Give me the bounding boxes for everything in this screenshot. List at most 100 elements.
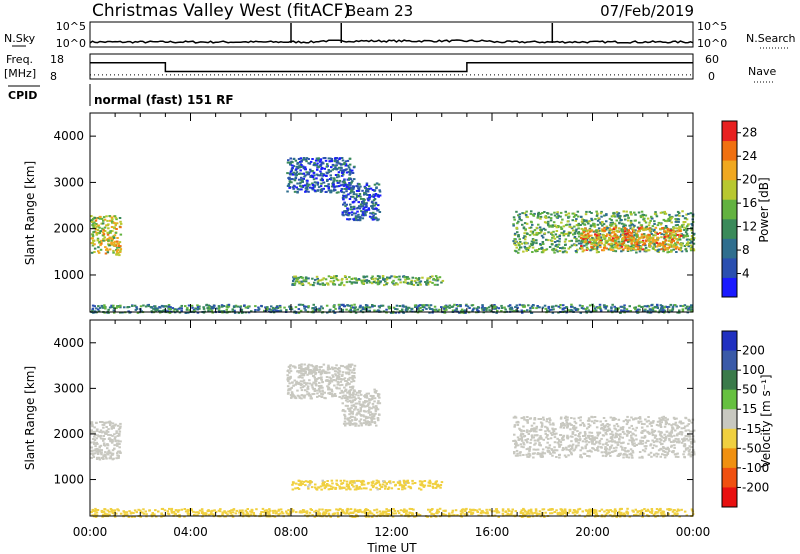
nsky-tick-bottom: 10^0 — [56, 37, 86, 50]
velocity-panel-cell — [377, 417, 380, 419]
power-panel-cell — [574, 232, 577, 234]
velocity-panel-cell — [374, 397, 377, 399]
power-panel-cell — [361, 190, 364, 192]
power-panel-cell — [586, 307, 589, 309]
power-panel-cell — [100, 230, 103, 232]
power-panel-cell — [514, 244, 517, 246]
power-panel-cell — [105, 215, 108, 217]
power-panel-cell — [536, 227, 539, 229]
power-panel-cell — [373, 281, 376, 283]
power-panel-cell — [525, 214, 528, 216]
power-panel-cell — [311, 158, 314, 160]
velocity-panel-cell — [117, 455, 120, 457]
power-panel-cell — [326, 305, 329, 307]
power-panel-cell — [346, 204, 349, 206]
power-panel-cell — [384, 281, 387, 283]
velocity-panel-cell — [572, 450, 575, 452]
power-panel-cell — [586, 230, 589, 232]
power-panel-cell — [319, 309, 322, 311]
power-panel-cell — [97, 305, 100, 307]
power-panel-cell — [332, 165, 335, 167]
power-panel-cell — [617, 241, 620, 243]
velocity-panel-cell — [103, 444, 106, 446]
power-panel-cell — [345, 213, 348, 215]
power-panel-cell — [656, 304, 659, 306]
power-panel-cell — [570, 306, 573, 308]
power-panel-cell — [618, 222, 621, 224]
power-panel-cell — [635, 306, 638, 308]
power-panel-cell — [627, 217, 630, 219]
power-panel-cell — [357, 219, 360, 221]
velocity-panel-cell — [323, 364, 326, 366]
velocity-panel-cell — [631, 433, 634, 435]
power-panel-cell — [590, 235, 593, 237]
velocity-panel-cell — [358, 486, 361, 488]
power-panel-cell — [323, 174, 326, 176]
power-panel-cell — [398, 276, 401, 278]
velocity-panel-cell — [371, 419, 374, 421]
power-panel-cell — [666, 237, 669, 239]
power-panel-cell — [321, 190, 324, 192]
power-panel-cell — [653, 244, 656, 246]
power-panel-cell — [568, 232, 571, 234]
velocity-panel-cell — [324, 487, 327, 489]
power-panel-cell — [645, 247, 648, 249]
power-panel-cell — [330, 177, 333, 179]
velocity-panel-cell — [100, 437, 103, 439]
velocity-panel-cell — [586, 428, 589, 430]
power-panel-cell — [352, 307, 355, 309]
power-panel-cell — [597, 217, 600, 219]
velocity-panel-cell — [635, 438, 638, 440]
power-panel-cell — [535, 240, 538, 242]
power-panel-cell — [334, 308, 337, 310]
power-panel-cell — [107, 309, 110, 311]
power-panel-cell — [344, 275, 347, 277]
velocity-panel-cell — [309, 383, 312, 385]
power-panel-cell — [627, 236, 630, 238]
power-panel-cell — [197, 306, 200, 308]
velocity-panel-cell — [350, 407, 353, 409]
power-panel-cell — [440, 306, 443, 308]
power-panel-cell — [535, 242, 538, 244]
power-panel-cell — [319, 161, 322, 163]
velocity-panel-cell — [320, 372, 323, 374]
power-panel-cell — [344, 169, 347, 171]
power-panel-cell — [363, 276, 366, 278]
velocity-panel-cell — [579, 419, 582, 421]
velocity-panel-cell — [549, 424, 552, 426]
velocity-panel-cell — [347, 408, 350, 410]
power-panel-cell — [523, 305, 526, 307]
power-panel-cell — [531, 241, 534, 243]
velocity-panel-cell — [312, 388, 315, 390]
velocity-panel-cell — [526, 416, 529, 418]
velocity-panel-cell — [353, 372, 356, 374]
nsky-line — [90, 40, 693, 43]
power-panel-cell — [342, 197, 345, 199]
velocity-panel-cell — [559, 454, 562, 456]
power-panel-cell — [206, 307, 209, 309]
velocity-panel-cell — [359, 398, 362, 400]
power-panel-cell — [353, 304, 356, 306]
power-panel-cell — [353, 212, 356, 214]
velocity-panel-cell — [566, 449, 569, 451]
power-panel-cell — [627, 247, 630, 249]
power-panel-cell — [589, 304, 592, 306]
velocity-panel-cell — [357, 409, 360, 411]
power-panel-cell — [352, 218, 355, 220]
power-panel-cell — [303, 173, 306, 175]
power-panel-cell — [313, 304, 316, 306]
velocity-panel-cell — [372, 403, 375, 405]
velocity-panel-cell — [562, 424, 565, 426]
power-panel-cell — [371, 207, 374, 209]
power-panel-cell — [679, 305, 682, 307]
power-panel-cell — [359, 305, 362, 307]
power-panel-cell — [580, 235, 583, 237]
power-panel-cell — [589, 231, 592, 233]
velocity-panel-cell — [357, 425, 360, 427]
power-panel-cell — [620, 219, 623, 221]
velocity-panel-cell — [570, 424, 573, 426]
power-panel-cell — [659, 232, 662, 234]
power-panel-cell — [353, 178, 356, 180]
power-panel-cell — [634, 243, 637, 245]
power-panel-cell — [670, 230, 673, 232]
